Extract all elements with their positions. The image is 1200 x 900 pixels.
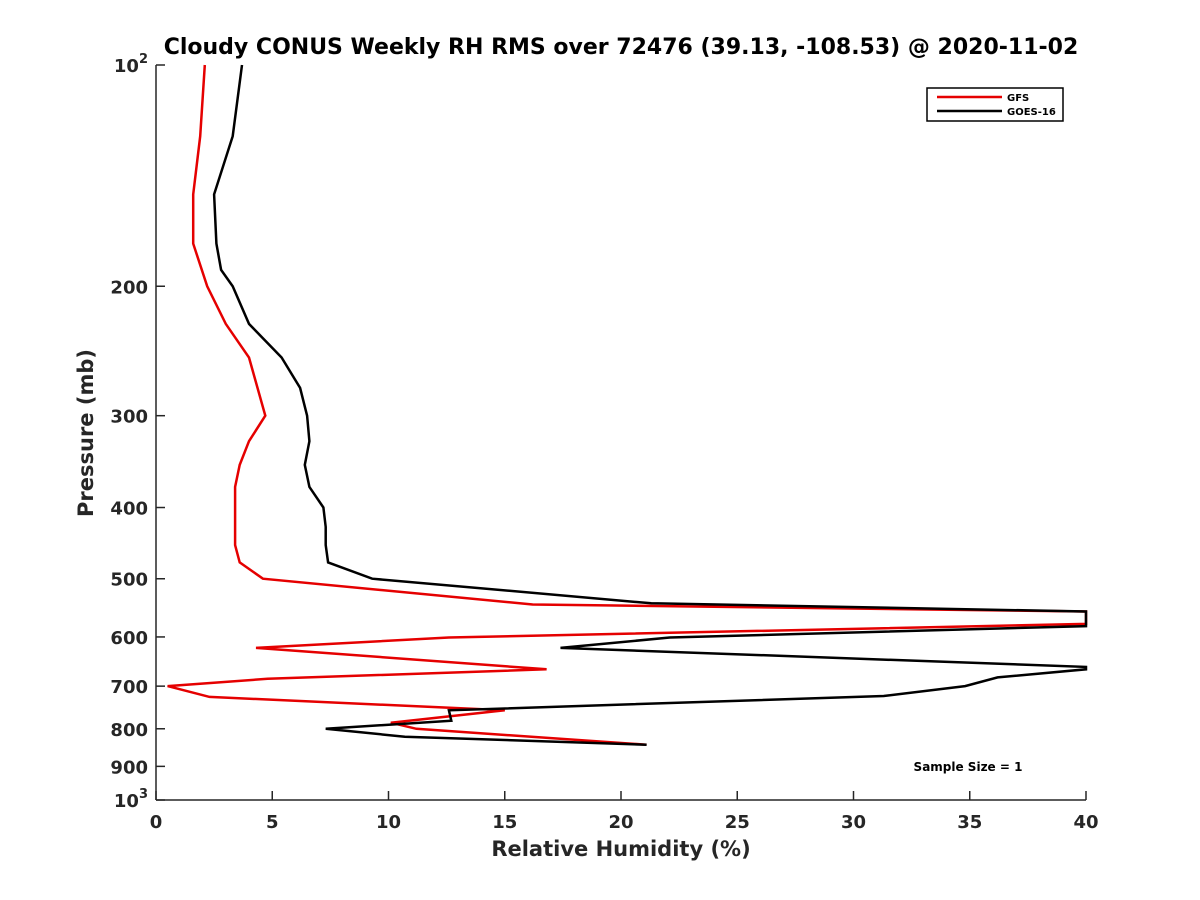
x-ticks: 0 5 10 15 20 25 30 35 40: [150, 791, 1099, 833]
y-tick-label: 300: [110, 407, 148, 428]
y-tick-label: 700: [110, 677, 148, 698]
y-tick-label: 900: [110, 757, 148, 778]
x-tick-label: 15: [492, 812, 517, 833]
chart-title: Cloudy CONUS Weekly RH RMS over 72476 (3…: [164, 35, 1079, 60]
sample-size-annotation: Sample Size = 1: [914, 760, 1023, 774]
y-tick-label: 400: [110, 499, 148, 520]
y-tick-label: 800: [110, 720, 148, 741]
legend-label-gfs: GFS: [1007, 93, 1029, 104]
y-tick-label: 102: [114, 52, 148, 77]
x-tick-label: 10: [376, 812, 401, 833]
x-tick-label: 25: [725, 812, 750, 833]
x-tick-label: 20: [608, 812, 633, 833]
legend-box: [926, 87, 1064, 122]
y-tick-label: 103: [114, 787, 148, 812]
x-tick-label: 5: [266, 812, 279, 833]
y-ticks: 102 200 300 400 500 600 700 800 900 103: [110, 52, 165, 812]
x-tick-label: 0: [150, 812, 163, 833]
x-tick-label: 30: [841, 812, 866, 833]
x-axis-label: Relative Humidity (%): [491, 837, 750, 861]
legend-label-goes-16: GOES-16: [1007, 107, 1056, 118]
y-tick-label: 500: [110, 570, 148, 591]
series-line-goes-16: [212, 64, 1088, 746]
series-layer: [167, 64, 1088, 746]
y-tick-label: 200: [110, 277, 148, 298]
series-line-gfs: [167, 64, 1088, 746]
legend: GFS GOES-16: [926, 87, 1064, 122]
plot-area: [156, 65, 1086, 800]
y-tick-label: 600: [110, 628, 148, 649]
x-tick-label: 40: [1073, 812, 1098, 833]
x-tick-label: 35: [957, 812, 982, 833]
y-axis-label: Pressure (mb): [74, 349, 98, 517]
